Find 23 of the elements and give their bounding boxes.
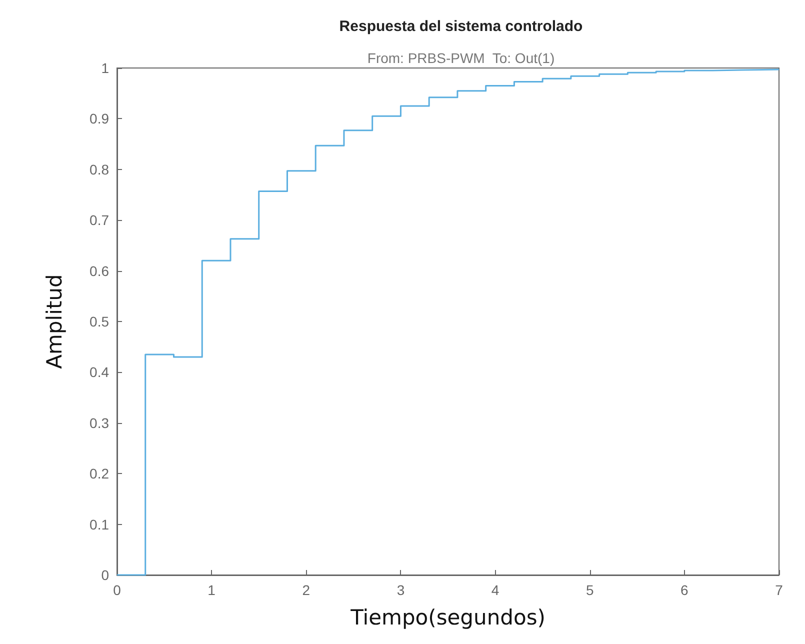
x-tick-label: 0 [113,582,122,598]
y-tick-label: 0.5 [90,314,110,330]
y-tick-label: 0.7 [90,212,110,228]
y-axis-title: Amplitud [42,274,66,369]
x-tick-label: 4 [491,582,500,598]
y-tick-label: 0.3 [90,414,110,431]
x-tick-label: 3 [396,582,405,598]
chart-title: Respuesta del sistema controlado [339,18,583,35]
x-tick-label: 5 [586,582,594,598]
y-tick-label: 0.9 [90,110,110,127]
y-tick-label: 0.6 [90,262,110,279]
y-tick-label: 0.1 [90,516,110,532]
x-axis-title: Tiempo(segundos) [350,606,546,630]
y-tick-label: 0 [101,567,110,583]
y-tick-label: 0.4 [90,364,110,380]
chart-subtitle: From: PRBS-PWM To: Out(1) [367,50,555,66]
y-tick-label: 1 [101,60,110,76]
x-tick-label: 6 [680,582,689,598]
x-tick-label: 2 [302,582,310,598]
x-tick-label: 1 [208,582,216,598]
x-tick-label: 7 [775,582,784,598]
y-tick-label: 0.2 [90,466,110,482]
y-tick-label: 0.8 [90,161,110,178]
